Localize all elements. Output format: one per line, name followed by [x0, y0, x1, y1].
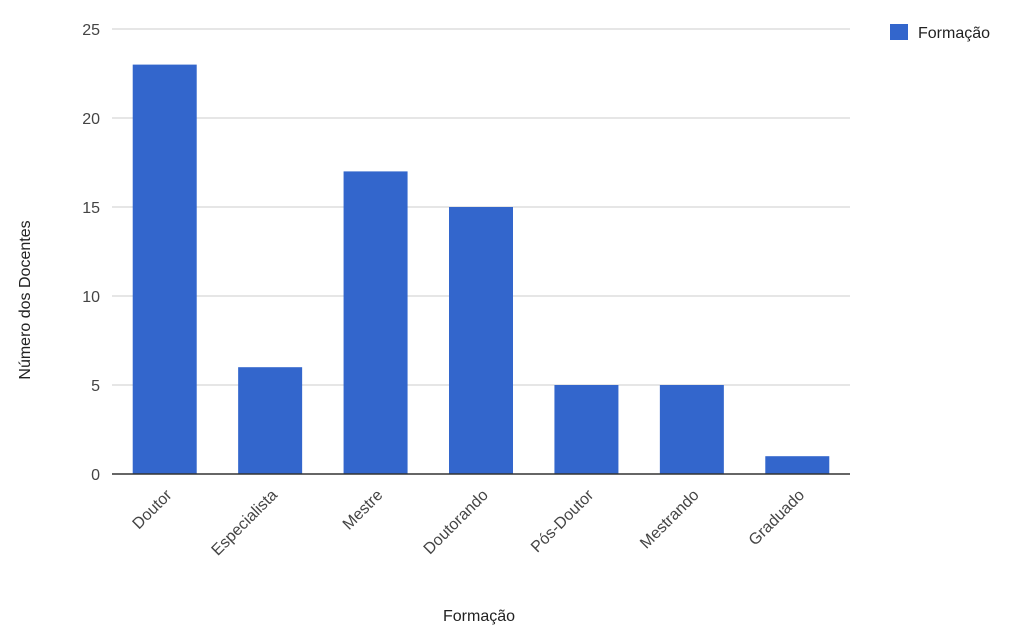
y-tick-label: 25: [82, 22, 100, 39]
x-tick-label: Especialista: [209, 487, 281, 559]
y-tick-label: 5: [91, 378, 100, 395]
bar-mestrando: [659, 385, 724, 474]
y-tick-label: 10: [82, 289, 100, 306]
bar-doutorando: [449, 207, 513, 474]
bar-mestre: [343, 171, 408, 474]
bar-doutor: [132, 64, 197, 474]
bars: [132, 64, 830, 474]
x-axis-title: Formação: [443, 608, 515, 625]
bar-p-s-doutor: [554, 385, 619, 474]
x-tick-labels: Doutor Especialista Mestre Doutorando Pós-Do…: [130, 486, 809, 559]
y-tick-label: 20: [82, 111, 100, 128]
x-tick-label: Mestre: [340, 487, 387, 534]
legend-label: Formação: [918, 25, 990, 42]
y-tick-labels: 0 5 10 15 20 25: [82, 22, 100, 484]
legend-swatch: [890, 24, 908, 40]
x-tick-label: Pós-Doutor: [528, 486, 598, 556]
bar-graduado: [765, 456, 830, 474]
x-tick-label: Mestrando: [637, 487, 703, 553]
y-tick-label: 15: [82, 200, 100, 217]
legend: Formação: [890, 24, 990, 42]
x-tick-label: Doutorando: [421, 487, 492, 558]
bar-especialista: [238, 367, 303, 474]
y-tick-label: 0: [91, 467, 100, 484]
x-tick-label: Graduado: [746, 487, 808, 549]
y-axis-title: Número dos Docentes: [17, 220, 34, 379]
x-tick-label: Doutor: [130, 486, 176, 532]
